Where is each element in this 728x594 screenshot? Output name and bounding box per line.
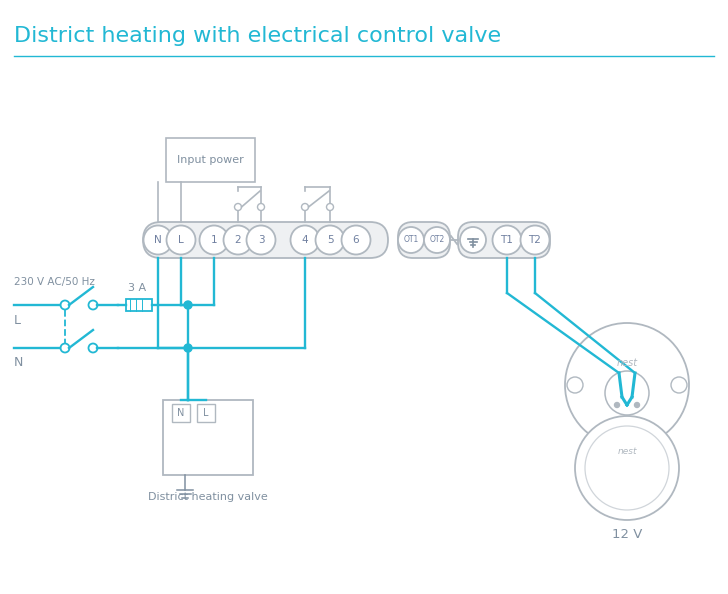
Circle shape [424,227,450,253]
Text: OT2: OT2 [430,235,445,245]
Circle shape [605,371,649,415]
Text: T2: T2 [529,235,542,245]
Circle shape [89,301,98,309]
Circle shape [460,227,486,253]
Text: L: L [178,235,184,245]
Text: 1: 1 [210,235,218,245]
Circle shape [671,377,687,393]
Text: 4: 4 [301,235,309,245]
Text: 3: 3 [258,235,264,245]
Circle shape [567,377,583,393]
Circle shape [167,226,196,254]
Text: N: N [178,408,185,418]
Text: 230 V AC/50 Hz: 230 V AC/50 Hz [14,277,95,287]
Text: Input power: Input power [177,155,244,165]
Circle shape [247,226,275,254]
Circle shape [184,344,192,352]
Circle shape [565,323,689,447]
Text: 3 A: 3 A [128,283,146,293]
Text: T1: T1 [501,235,513,245]
Circle shape [143,226,173,254]
FancyBboxPatch shape [458,222,550,258]
Text: N: N [154,235,162,245]
Circle shape [234,204,242,210]
Circle shape [635,403,639,407]
FancyBboxPatch shape [143,222,388,258]
FancyBboxPatch shape [126,299,152,311]
Circle shape [315,226,344,254]
Text: 12 V: 12 V [612,529,642,542]
FancyBboxPatch shape [398,222,450,258]
Text: District heating with electrical control valve: District heating with electrical control… [14,26,501,46]
Text: nest: nest [617,447,637,457]
FancyBboxPatch shape [163,400,253,475]
Circle shape [614,403,620,407]
Circle shape [521,226,550,254]
Text: District heating valve: District heating valve [148,492,268,502]
Circle shape [493,226,521,254]
Circle shape [258,204,264,210]
Circle shape [398,227,424,253]
Circle shape [290,226,320,254]
Circle shape [223,226,253,254]
Circle shape [575,416,679,520]
Text: 5: 5 [327,235,333,245]
Circle shape [89,343,98,352]
Text: 6: 6 [352,235,360,245]
Text: L: L [203,408,209,418]
Text: L: L [14,314,21,327]
FancyBboxPatch shape [172,404,190,422]
Circle shape [60,301,69,309]
Text: nest: nest [617,358,638,368]
FancyBboxPatch shape [166,138,255,182]
Circle shape [184,301,192,309]
Circle shape [199,226,229,254]
Text: OT1: OT1 [403,235,419,245]
Circle shape [301,204,309,210]
Circle shape [60,343,69,352]
Circle shape [326,204,333,210]
Circle shape [585,426,669,510]
Text: 2: 2 [234,235,241,245]
FancyBboxPatch shape [197,404,215,422]
Circle shape [341,226,371,254]
Text: N: N [14,355,23,368]
